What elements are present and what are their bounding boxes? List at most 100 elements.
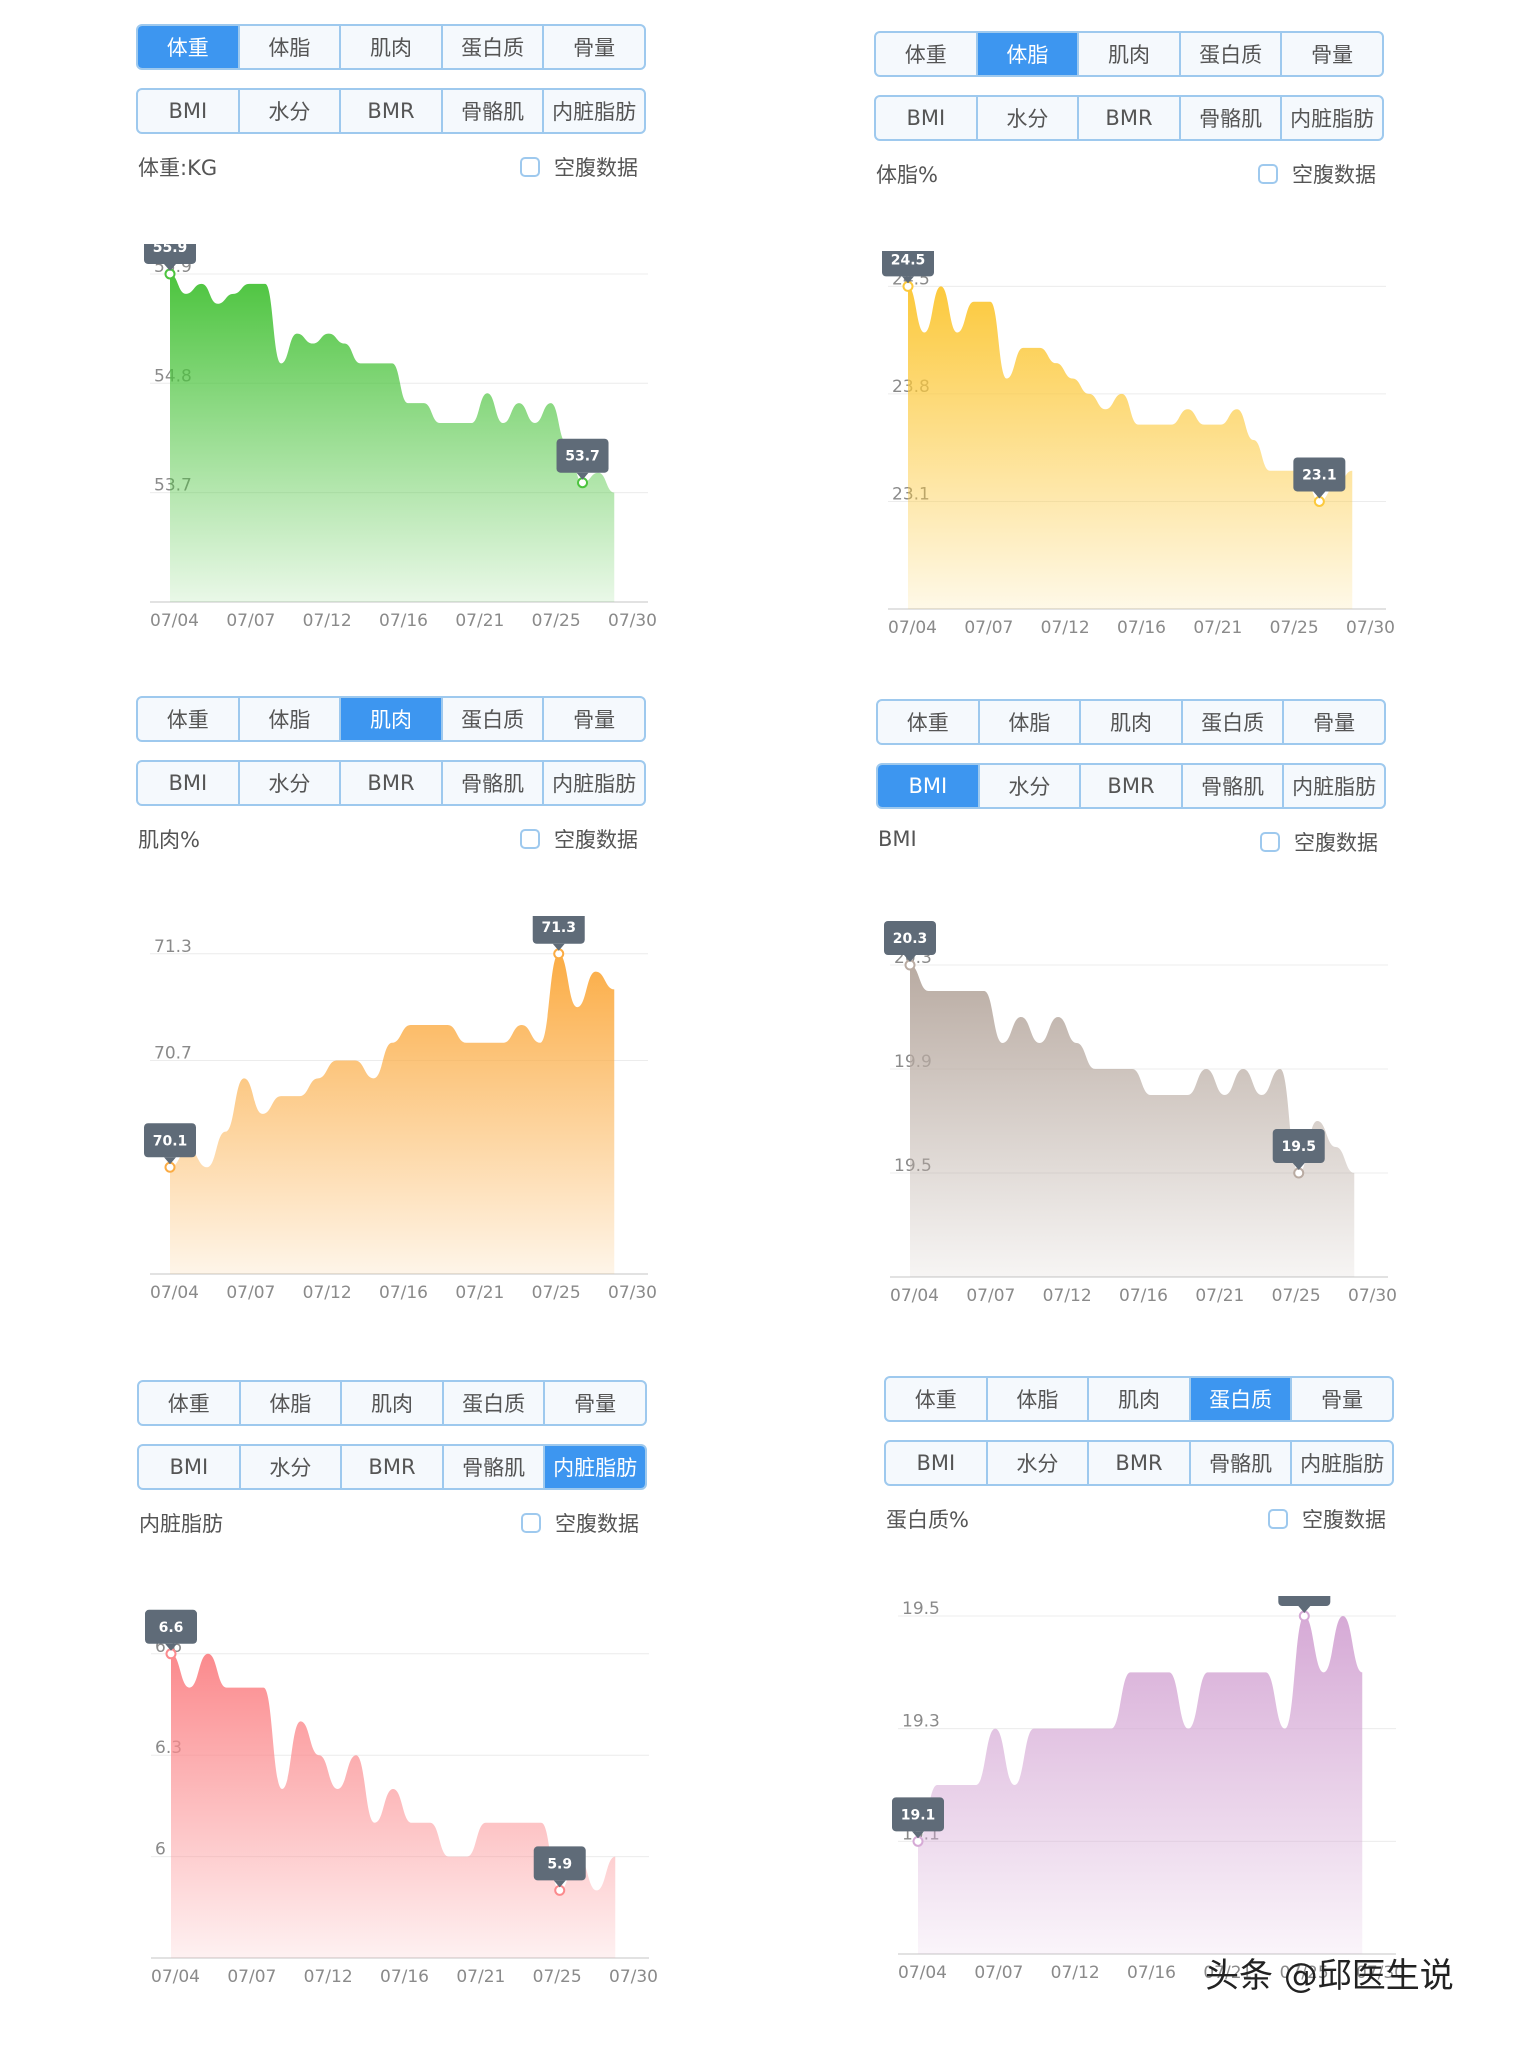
tab-体重[interactable]: 体重: [139, 1382, 241, 1424]
x-tick-label: 07/04: [890, 1286, 939, 1306]
metric-tab-row-1: 体重 体脂 肌肉 蛋白质 骨量: [137, 1380, 647, 1426]
tab-水分[interactable]: 水分: [988, 1442, 1090, 1484]
tab-BMR[interactable]: BMR: [341, 762, 443, 804]
tab-体脂[interactable]: 体脂: [988, 1378, 1090, 1420]
x-tick-label: 07/30: [608, 611, 657, 631]
data-area: [170, 953, 615, 1274]
tab-体脂[interactable]: 体脂: [977, 33, 1080, 75]
tab-BMI[interactable]: BMI: [878, 765, 980, 807]
min-value-label: 19.1: [901, 1807, 936, 1823]
fasting-data-toggle[interactable]: 空腹数据: [1268, 1504, 1386, 1534]
fasting-checkbox[interactable]: [1260, 832, 1280, 852]
tab-内脏脂肪[interactable]: 内脏脂肪: [1290, 107, 1375, 131]
fasting-checkbox[interactable]: [520, 829, 540, 849]
max-value-label: 55.9: [153, 244, 188, 256]
tab-体脂[interactable]: 体脂: [240, 26, 342, 68]
tab-骨量[interactable]: 骨量: [573, 36, 616, 60]
tab-内脏脂肪[interactable]: 内脏脂肪: [552, 100, 637, 124]
tab-BMI[interactable]: BMI: [139, 1446, 241, 1488]
tab-体脂[interactable]: 体脂: [980, 701, 1082, 743]
tab-体重[interactable]: 体重: [886, 1378, 988, 1420]
x-tick-label: 07/25: [1272, 1286, 1321, 1306]
chart-panel-3: 体重 体脂 肌肉 蛋白质 骨量 BMI 水分 BMR 骨骼肌 内脏脂肪 肌肉% 空腹数据 71.3 70.…: [136, 696, 696, 1356]
tab-体重[interactable]: 体重: [138, 26, 240, 68]
tab-骨骼肌[interactable]: 骨骼肌: [1181, 97, 1283, 139]
fasting-checkbox[interactable]: [1258, 164, 1278, 184]
fasting-checkbox[interactable]: [520, 157, 540, 177]
tab-蛋白质[interactable]: 蛋白质: [1181, 33, 1283, 75]
tab-蛋白质[interactable]: 蛋白质: [1190, 1378, 1293, 1420]
tab-蛋白质[interactable]: 蛋白质: [444, 1382, 546, 1424]
tab-体重[interactable]: 体重: [876, 33, 978, 75]
min-value-tooltip: [1272, 1129, 1325, 1163]
tab-内脏脂肪[interactable]: 内脏脂肪: [1292, 775, 1377, 799]
tab-骨量[interactable]: 骨量: [1313, 711, 1356, 735]
x-tick-label: 07/25: [1280, 1963, 1329, 1983]
tab-体重[interactable]: 体重: [878, 701, 980, 743]
area-chart: 55.954.853.707/0407/0707/1207/1607/2107/…: [144, 244, 657, 631]
tab-肌肉[interactable]: 肌肉: [341, 698, 443, 740]
tab-蛋白质[interactable]: 蛋白质: [443, 26, 545, 68]
x-tick-label: 07/12: [304, 1967, 353, 1987]
tab-水分[interactable]: 水分: [240, 90, 342, 132]
tab-BMR[interactable]: BMR: [1079, 97, 1181, 139]
tab-BMR[interactable]: BMR: [341, 90, 443, 132]
fasting-data-toggle[interactable]: 空腹数据: [1258, 159, 1376, 189]
tab-肌肉[interactable]: 肌肉: [341, 26, 443, 68]
fasting-data-toggle[interactable]: 空腹数据: [520, 152, 638, 182]
tab-蛋白质[interactable]: 蛋白质: [443, 698, 545, 740]
tab-内脏脂肪[interactable]: 内脏脂肪: [545, 1446, 645, 1488]
tab-BMR[interactable]: BMR: [1089, 1442, 1191, 1484]
tab-肌肉[interactable]: 肌肉: [342, 1382, 444, 1424]
fasting-data-toggle[interactable]: 空腹数据: [1260, 827, 1378, 857]
tab-肌肉[interactable]: 肌肉: [1079, 33, 1181, 75]
x-tick-label: 07/04: [151, 1967, 200, 1987]
tab-骨骼肌[interactable]: 骨骼肌: [1191, 1442, 1293, 1484]
tab-蛋白质[interactable]: 蛋白质: [1183, 701, 1285, 743]
tab-骨量[interactable]: 骨量: [1311, 43, 1354, 67]
tab-骨量[interactable]: 骨量: [574, 1392, 617, 1416]
x-tick-label: 07/21: [456, 1967, 505, 1987]
fasting-checkbox[interactable]: [1268, 1509, 1288, 1529]
tab-BMI[interactable]: BMI: [138, 90, 240, 132]
x-tick-label: 07/12: [1043, 1286, 1092, 1306]
tab-BMI[interactable]: BMI: [886, 1442, 988, 1484]
fasting-label: 空腹数据: [1294, 831, 1378, 855]
tab-骨骼肌[interactable]: 骨骼肌: [1183, 765, 1285, 807]
unit-label: 肌肉%: [138, 828, 200, 852]
tab-水分[interactable]: 水分: [978, 97, 1080, 139]
tab-内脏脂肪[interactable]: 内脏脂肪: [552, 772, 637, 796]
max-value-tooltip: [884, 921, 936, 955]
tab-内脏脂肪[interactable]: 内脏脂肪: [1300, 1452, 1385, 1476]
x-tick-label: 07/30: [1348, 1286, 1397, 1306]
max-value-label: 20.3: [893, 931, 928, 947]
tooltip-pointer: [902, 276, 914, 284]
x-tick-label: 07/16: [1117, 618, 1166, 638]
tab-骨骼肌[interactable]: 骨骼肌: [443, 90, 545, 132]
x-tick-label: 07/07: [226, 1283, 275, 1303]
tab-骨骼肌[interactable]: 骨骼肌: [443, 762, 545, 804]
tab-水分[interactable]: 水分: [980, 765, 1082, 807]
fasting-checkbox[interactable]: [521, 1513, 541, 1533]
fasting-data-toggle[interactable]: 空腹数据: [520, 824, 638, 854]
fasting-data-toggle[interactable]: 空腹数据: [521, 1508, 639, 1538]
tab-水分[interactable]: 水分: [241, 1446, 343, 1488]
tab-水分[interactable]: 水分: [240, 762, 342, 804]
watermark: 头条 @邱医生说: [1205, 1956, 1454, 1996]
max-value-tooltip: [1278, 1596, 1331, 1606]
chart-info-row: 内脏脂肪 空腹数据: [139, 1508, 647, 1542]
tab-骨骼肌[interactable]: 骨骼肌: [444, 1446, 546, 1488]
tab-BMR[interactable]: BMR: [342, 1446, 444, 1488]
tab-BMR[interactable]: BMR: [1081, 765, 1183, 807]
tab-体脂[interactable]: 体脂: [240, 698, 342, 740]
tab-BMI[interactable]: BMI: [876, 97, 978, 139]
tab-体重[interactable]: 体重: [138, 698, 240, 740]
tab-骨量[interactable]: 骨量: [1321, 1388, 1364, 1412]
metric-tab-row-2: BMI 水分 BMR 骨骼肌 内脏脂肪: [136, 88, 646, 134]
tab-骨量[interactable]: 骨量: [573, 708, 616, 732]
tab-肌肉[interactable]: 肌肉: [1081, 701, 1183, 743]
metric-tab-row-1: 体重 体脂 肌肉 蛋白质 骨量: [874, 31, 1384, 77]
tab-体脂[interactable]: 体脂: [241, 1382, 343, 1424]
tab-肌肉[interactable]: 肌肉: [1089, 1378, 1191, 1420]
tab-BMI[interactable]: BMI: [138, 762, 240, 804]
